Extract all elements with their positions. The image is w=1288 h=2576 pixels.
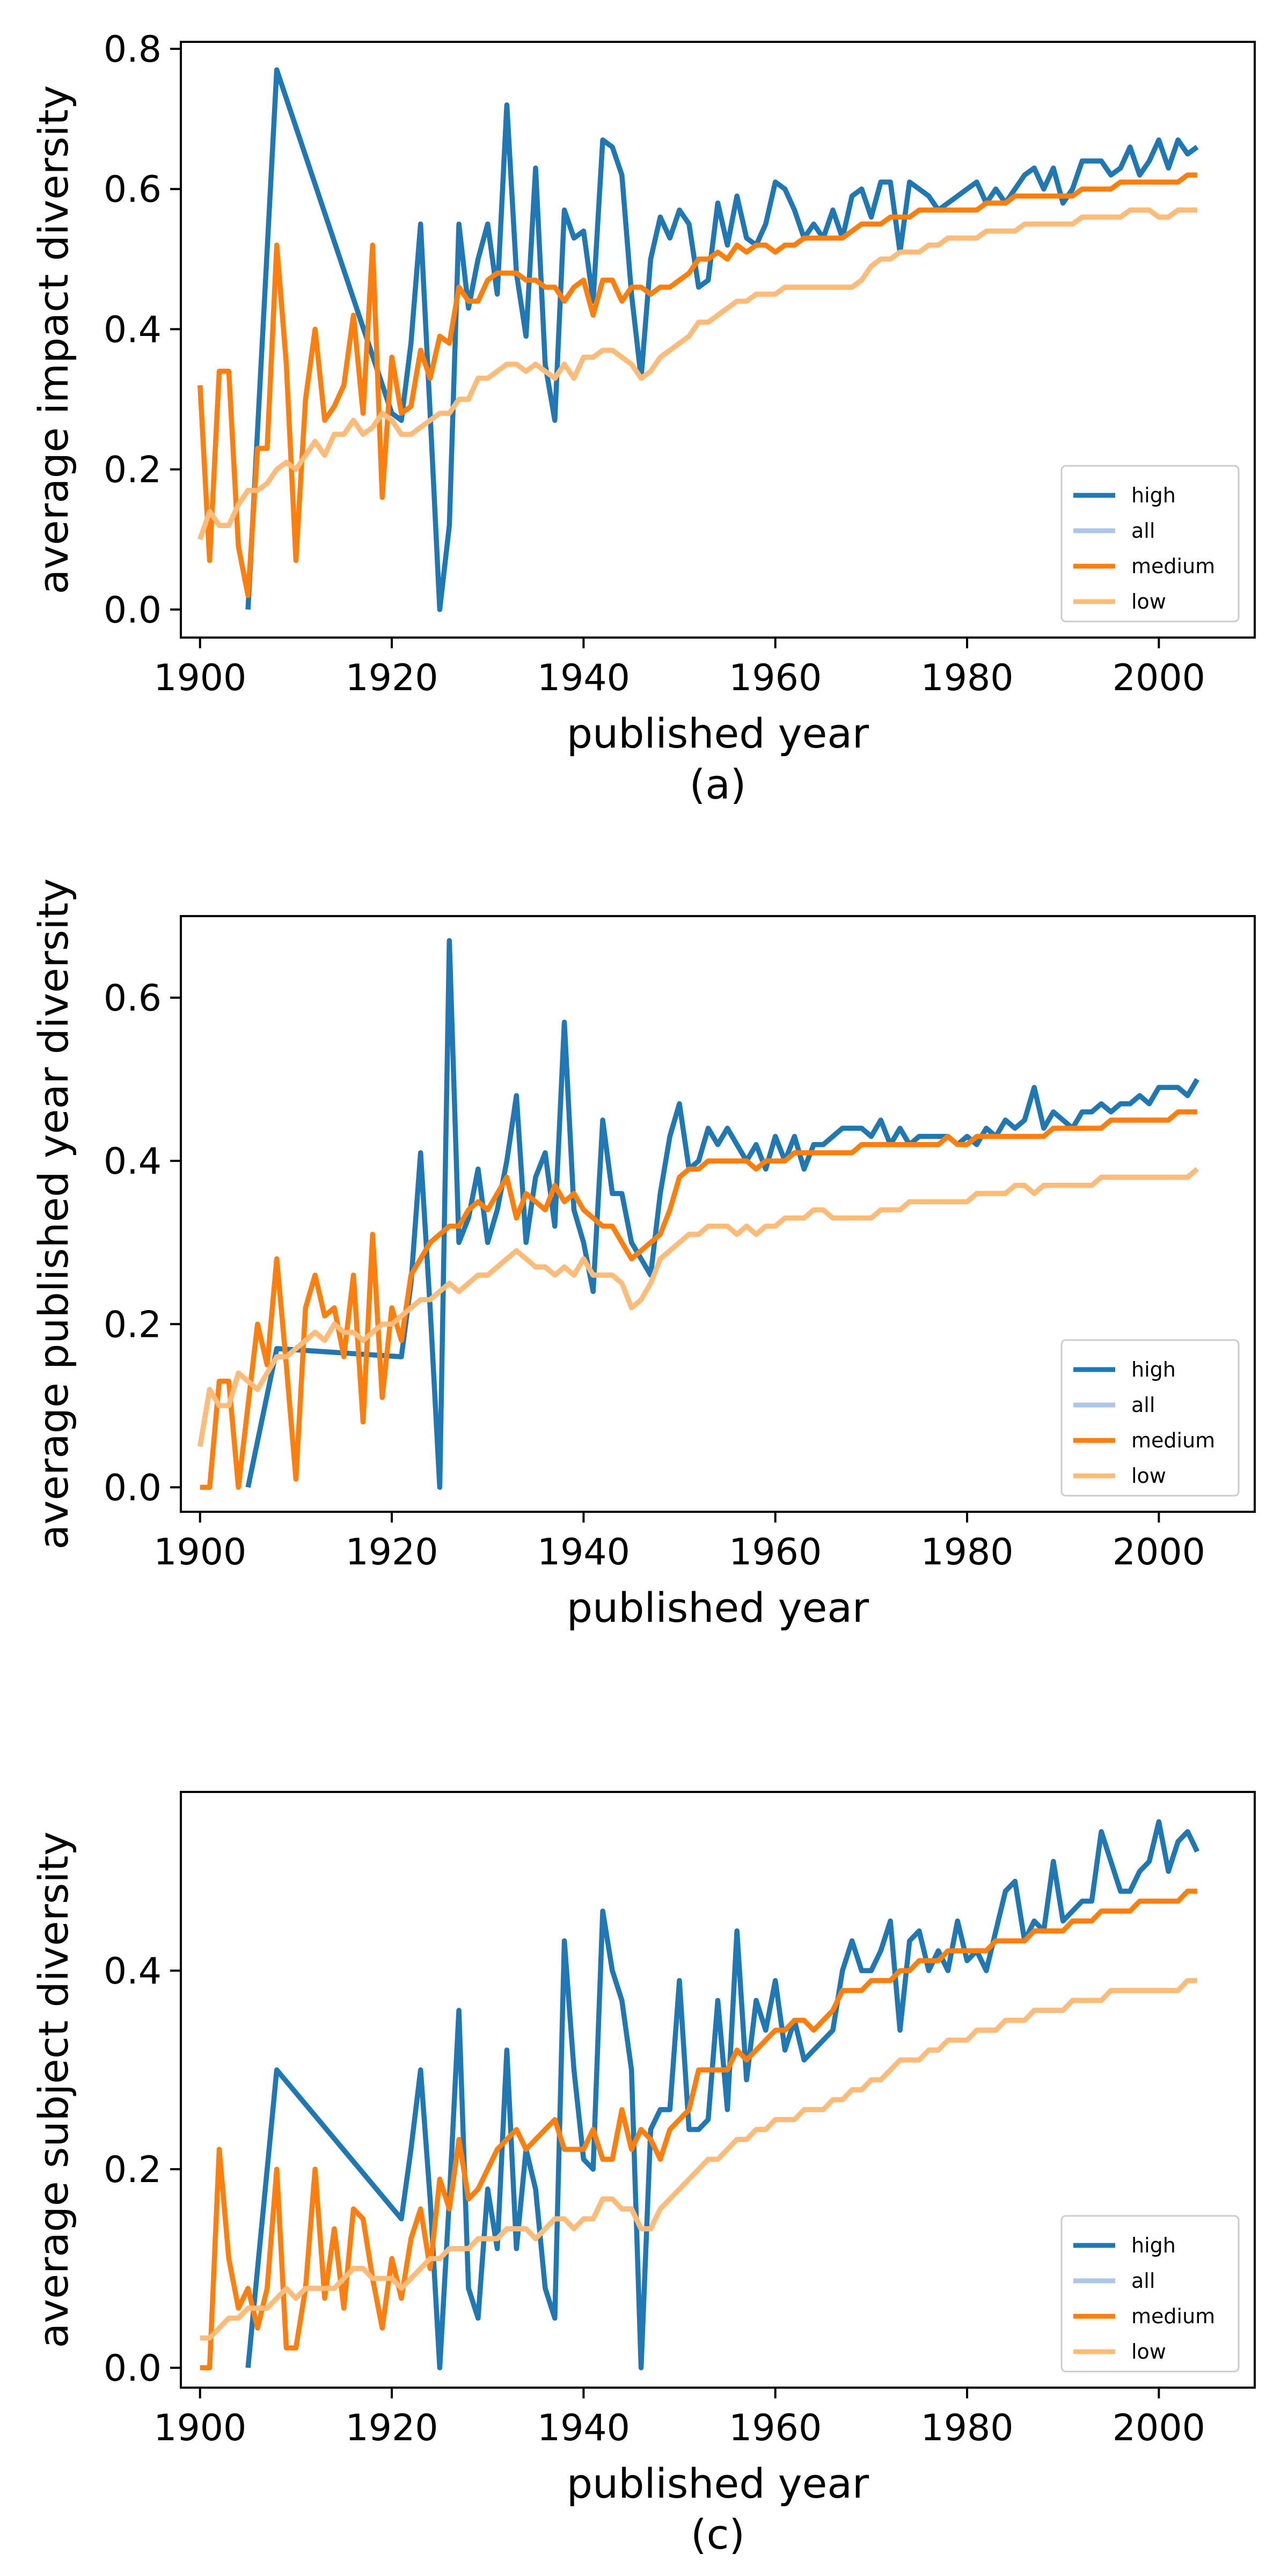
plot-frame — [180, 1791, 1256, 2389]
x-tick-label: 1920 — [346, 1531, 438, 1574]
x-tick-label: 1900 — [153, 1531, 246, 1574]
legend-box — [1060, 465, 1240, 623]
y-tick-label: 0.0 — [104, 1467, 162, 1509]
panel-caption: (a) — [690, 760, 747, 808]
plot-frame — [180, 41, 1256, 639]
y-tick-label: 0.4 — [104, 1950, 162, 1993]
x-tick-label: 2000 — [1113, 657, 1205, 699]
y-tick-label: 0.8 — [104, 28, 162, 71]
legend: high all medium low — [1060, 1339, 1240, 1497]
panel-caption: (c) — [691, 2511, 745, 2558]
y-tick-label: 0.2 — [104, 449, 162, 492]
legend-label-medium: medium — [1131, 554, 1215, 578]
legend-label-medium: medium — [1131, 2304, 1215, 2328]
y-tick-label: 0.4 — [104, 1140, 162, 1183]
y-axis-label: average published year diversity — [30, 879, 77, 1550]
legend-label-high: high — [1131, 484, 1176, 507]
x-axis-label: published year — [567, 709, 869, 757]
legend-box — [1060, 1339, 1240, 1497]
x-axis-label: published year — [567, 2460, 869, 2507]
x-tick-label: 1980 — [920, 657, 1013, 699]
y-tick-label: 0.0 — [104, 2347, 162, 2390]
x-tick-label: 1980 — [920, 1531, 1013, 1574]
x-tick-label: 1940 — [537, 1531, 630, 1574]
x-tick-label: 1960 — [729, 2407, 822, 2449]
series-line-medium — [197, 172, 1197, 598]
legend-label-low: low — [1131, 2340, 1166, 2363]
legend-label-high: high — [1131, 2234, 1176, 2257]
x-tick-label: 1900 — [153, 2407, 246, 2449]
series-line-low — [200, 1978, 1197, 2341]
series-lines — [197, 67, 1199, 612]
series-line-high — [245, 938, 1199, 1490]
x-tick-label: 1960 — [729, 1531, 822, 1574]
legend-label-medium: medium — [1131, 1429, 1215, 1452]
y-tick-label: 0.2 — [104, 2149, 162, 2191]
series-line-high — [245, 67, 1199, 612]
y-tick-label: 0.0 — [104, 589, 162, 632]
x-tick-label: 1920 — [346, 2407, 438, 2449]
legend-label-all: all — [1131, 1393, 1155, 1417]
series-line-medium — [200, 1109, 1197, 1490]
x-tick-label: 1940 — [537, 657, 630, 699]
x-axis-label: published year — [567, 1584, 869, 1631]
x-tick-label: 1960 — [729, 657, 822, 699]
x-tick-label: 1940 — [537, 2407, 630, 2449]
x-tick-label: 1920 — [346, 657, 438, 699]
y-tick-label: 0.2 — [104, 1304, 162, 1346]
x-tick-label: 1900 — [153, 657, 246, 699]
legend-label-low: low — [1131, 590, 1166, 613]
y-tick-label: 0.4 — [104, 309, 162, 351]
legend-label-high: high — [1131, 1358, 1176, 1381]
series-line-low — [197, 207, 1197, 540]
legend-label-all: all — [1131, 2269, 1155, 2293]
series-lines — [197, 938, 1199, 1490]
x-tick-label: 1980 — [920, 2407, 1013, 2449]
series-line-high — [245, 1819, 1200, 2370]
y-axis-label: average subject diversity — [30, 1832, 77, 2348]
y-axis-label: average impact diversity — [30, 85, 77, 595]
series-line-low — [197, 1167, 1199, 1447]
legend: high all medium low — [1060, 2215, 1240, 2373]
legend-label-all: all — [1131, 519, 1155, 543]
legend-box — [1060, 2215, 1240, 2373]
chart-panel-2: 1900 1920 1940 1960 1980 2000 0.0 0.2 0.4 0.6 publ… — [30, 879, 1256, 1631]
y-tick-label: 0.6 — [104, 169, 162, 211]
x-tick-label: 2000 — [1113, 1531, 1205, 1574]
series-line-medium — [200, 1889, 1197, 2370]
y-tick-label: 0.6 — [104, 977, 162, 1020]
chart-panel-1: 1900 1920 1940 1960 1980 2000 0.0 0.2 0.4 0.6 0.8 p… — [30, 28, 1256, 808]
chart-panel-3: 1900 1920 1940 1960 1980 2000 0.0 0.2 0.4 publish… — [30, 1791, 1256, 2558]
series-lines — [200, 1819, 1200, 2370]
legend-label-low: low — [1131, 1464, 1166, 1488]
plot-frame — [180, 915, 1256, 1513]
x-tick-label: 2000 — [1113, 2407, 1205, 2449]
legend: high all medium low — [1060, 465, 1240, 623]
